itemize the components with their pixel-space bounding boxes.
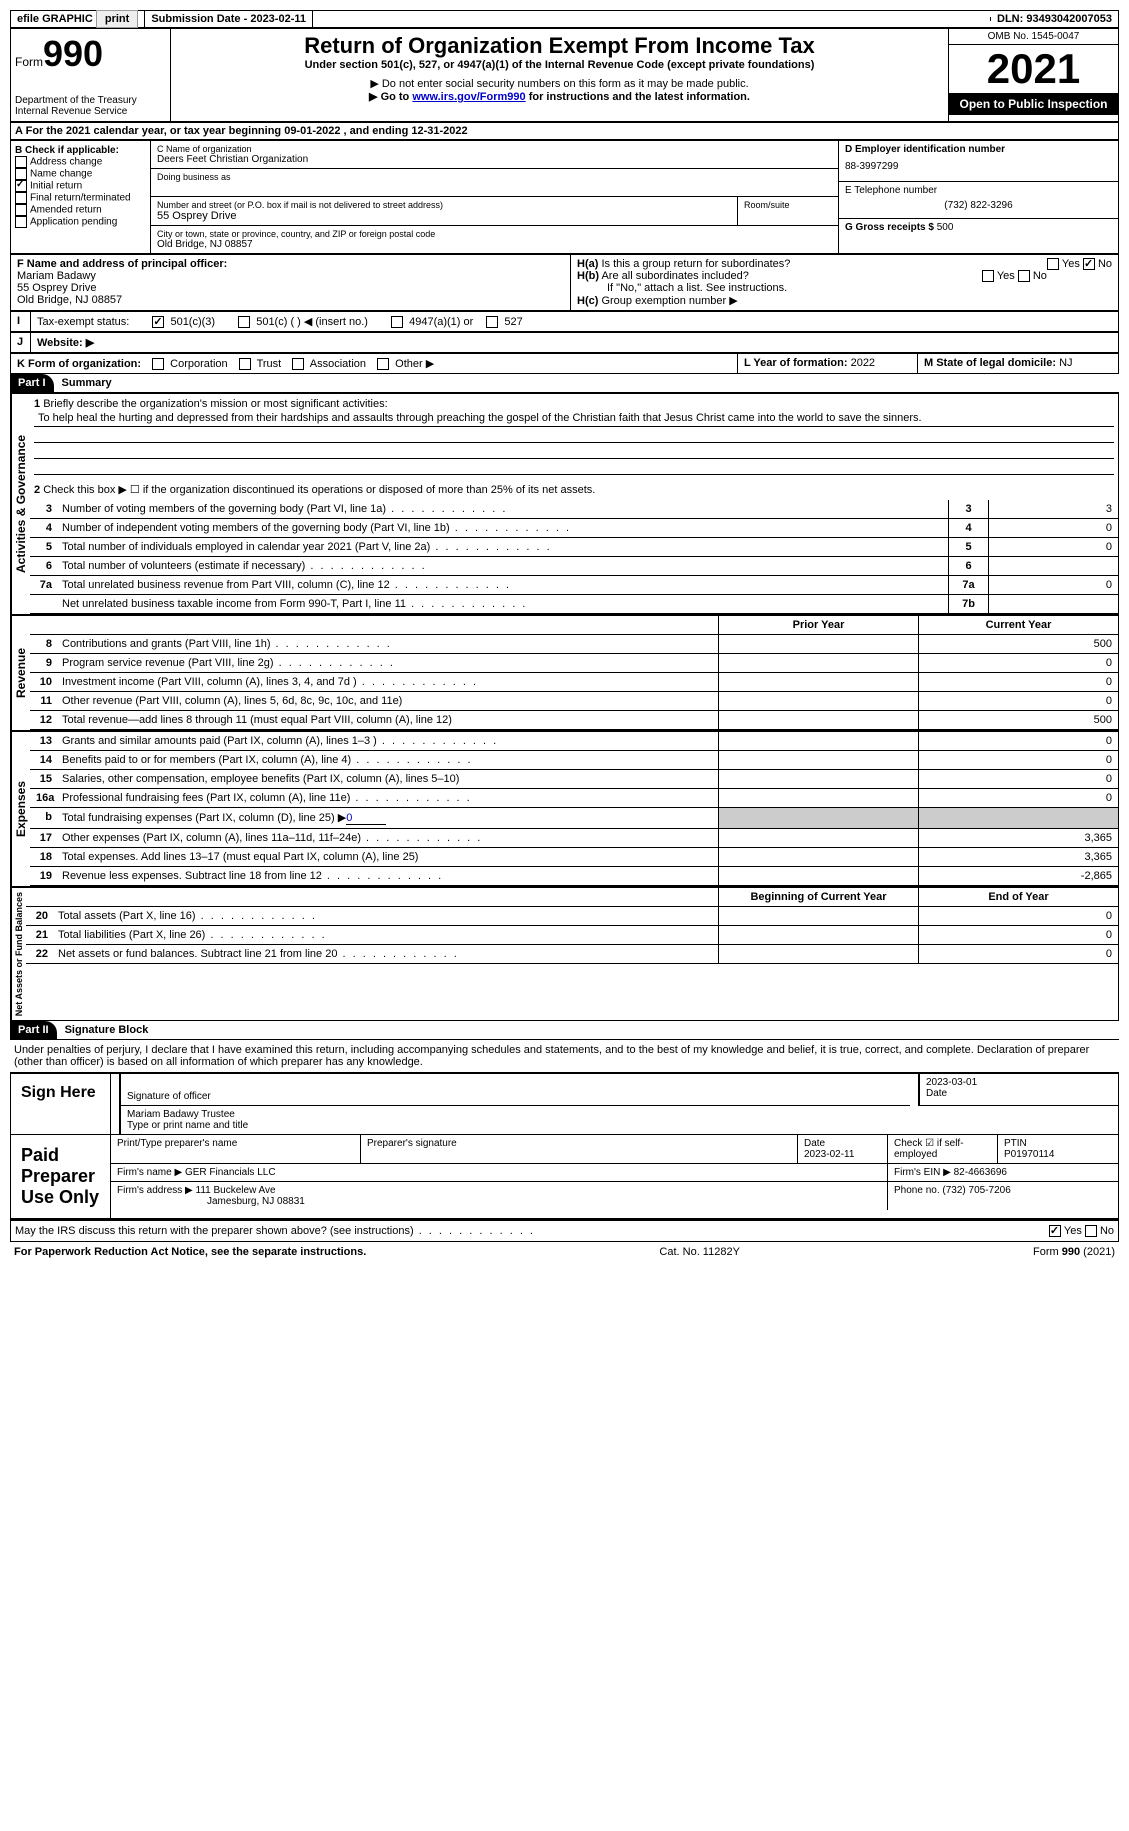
initial-return-check xyxy=(15,180,27,192)
g-label: G Gross receipts $ xyxy=(845,222,934,233)
form-title: Return of Organization Exempt From Incom… xyxy=(175,33,944,59)
part1-title: Summary xyxy=(54,374,120,392)
self-employed: Check ☑ if self-employed xyxy=(888,1135,998,1164)
d-label: D Employer identification number xyxy=(845,144,1112,155)
firm-phone: (732) 705-7206 xyxy=(942,1185,1010,1196)
part2-header: Part II xyxy=(10,1021,57,1039)
gross-receipts: 500 xyxy=(937,222,954,233)
line7a-val: 0 xyxy=(988,576,1118,594)
tax-year: 2021 xyxy=(949,45,1118,93)
form-label: Form xyxy=(15,55,43,69)
open-inspection: Open to Public Inspection xyxy=(949,93,1118,115)
street: 55 Osprey Drive xyxy=(157,210,731,222)
room-label: Room/suite xyxy=(744,200,832,210)
org-name: Deers Feet Christian Organization xyxy=(157,154,832,165)
form-header: Form990 Department of the Treasury Inter… xyxy=(10,28,1119,122)
phone: (732) 822-3296 xyxy=(845,196,1112,215)
501c3-check xyxy=(152,316,164,328)
dln: DLN: 93493042007053 xyxy=(997,13,1112,25)
vert-net: Net Assets or Fund Balances xyxy=(11,888,26,1020)
omb-number: OMB No. 1545-0047 xyxy=(949,29,1118,45)
irs-link[interactable]: www.irs.gov/Form990 xyxy=(412,91,525,103)
website-label: Website: ▶ xyxy=(37,337,94,349)
paid-preparer: Paid Preparer Use Only xyxy=(11,1135,111,1218)
ptin: P01970114 xyxy=(1004,1149,1054,1160)
part1-header: Part I xyxy=(10,374,54,392)
line19-cur: -2,865 xyxy=(918,867,1118,885)
info-grid: B Check if applicable: Address change Na… xyxy=(10,140,1119,254)
penalty-text: Under penalties of perjury, I declare th… xyxy=(10,1040,1119,1073)
officer-typed: Mariam Badawy Trustee xyxy=(127,1109,1112,1120)
state-domicile: NJ xyxy=(1059,357,1072,369)
line5-val: 0 xyxy=(988,538,1118,556)
firm-name: GER Financials LLC xyxy=(185,1167,276,1178)
form-footer: Form 990 (2021) xyxy=(1033,1246,1115,1258)
print-button[interactable]: print xyxy=(96,10,138,28)
efile-label: efile GRAPHIC xyxy=(17,13,93,25)
officer-name: Mariam Badawy xyxy=(17,270,564,282)
c-label: C Name of organization xyxy=(157,144,832,154)
ein: 88-3997299 xyxy=(845,155,1112,178)
submission-date: Submission Date - 2023-02-11 xyxy=(151,13,306,25)
part2-title: Signature Block xyxy=(57,1021,157,1039)
line12-cur: 500 xyxy=(918,711,1118,729)
section-a: A For the 2021 calendar year, or tax yea… xyxy=(10,122,1119,140)
firm-addr1: 111 Buckelew Ave xyxy=(196,1185,276,1196)
officer-street: 55 Osprey Drive xyxy=(17,282,564,294)
subtitle-2: ▶ Do not enter social security numbers o… xyxy=(175,77,944,90)
vert-gov: Activities & Governance xyxy=(11,394,30,614)
line17-cur: 3,365 xyxy=(918,829,1118,847)
firm-ein: 82-4663696 xyxy=(954,1167,1007,1178)
ha-no-check xyxy=(1083,258,1095,270)
form-number: 990 xyxy=(43,33,103,74)
mission-text: To help heal the hurting and depressed f… xyxy=(34,410,1114,427)
e-label: E Telephone number xyxy=(845,185,1112,196)
year-formation: 2022 xyxy=(851,357,875,369)
sig-date: 2023-03-01 xyxy=(926,1077,1112,1088)
dba-label: Doing business as xyxy=(157,172,832,182)
discuss-yes xyxy=(1049,1225,1061,1237)
f-label: F Name and address of principal officer: xyxy=(17,258,227,270)
vert-exp: Expenses xyxy=(11,732,30,886)
line4-val: 0 xyxy=(988,519,1118,537)
firm-addr2: Jamesburg, NJ 08831 xyxy=(117,1196,305,1207)
city: Old Bridge, NJ 08857 xyxy=(157,239,832,250)
b-label: B Check if applicable: xyxy=(15,145,146,156)
subtitle-1: Under section 501(c), 527, or 4947(a)(1)… xyxy=(175,59,944,71)
line18-cur: 3,365 xyxy=(918,848,1118,866)
dept-treasury: Department of the Treasury xyxy=(15,95,166,106)
street-label: Number and street (or P.O. box if mail i… xyxy=(157,200,731,210)
prep-date: 2023-02-11 xyxy=(804,1149,854,1160)
cat-no: Cat. No. 11282Y xyxy=(659,1246,740,1258)
pra-notice: For Paperwork Reduction Act Notice, see … xyxy=(14,1246,366,1258)
line8-cur: 500 xyxy=(918,635,1118,653)
city-label: City or town, state or province, country… xyxy=(157,229,832,239)
sign-here: Sign Here xyxy=(11,1074,111,1134)
officer-city: Old Bridge, NJ 08857 xyxy=(17,294,564,306)
top-bar: efile GRAPHIC print Submission Date - 20… xyxy=(10,10,1119,28)
vert-rev: Revenue xyxy=(11,616,30,730)
line3-val: 3 xyxy=(988,500,1118,518)
irs-label: Internal Revenue Service xyxy=(15,106,166,117)
